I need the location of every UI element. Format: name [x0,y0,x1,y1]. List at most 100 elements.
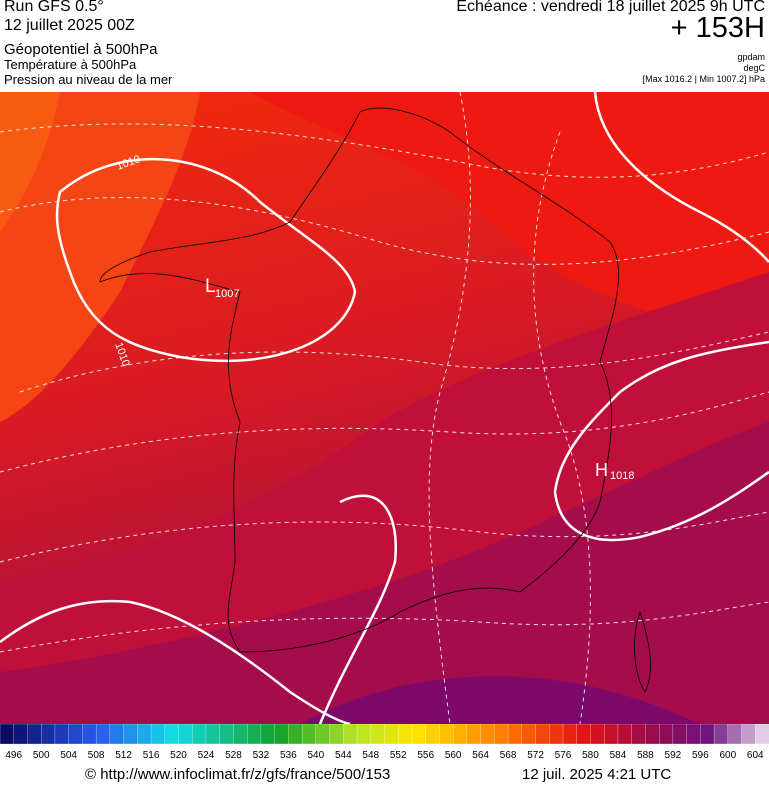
colorbar-label: 524 [198,750,215,761]
colorbar-cell [178,724,193,745]
colorbar-cell [604,724,619,745]
temp-band [0,422,769,724]
colorbar-cell [439,724,454,745]
field: Température à 500hPa [4,57,137,72]
lead-time: + 153H [670,12,765,44]
colorbar-label: 604 [747,750,764,761]
colorbar-cell [398,724,413,745]
colorbar-cell [686,724,701,745]
colorbar-cell [466,724,482,745]
colorbar-cell [137,724,152,745]
colorbar-label: 540 [307,750,324,761]
colorbar-label: 596 [692,750,709,761]
colorbar-label: 580 [582,750,599,761]
colorbar-label: 600 [719,750,736,761]
colorbar-cell [672,724,688,745]
colorbar-cell [370,724,386,745]
colorbar-label: 500 [33,750,50,761]
geopotential-contours [0,92,769,724]
colorbar-label: 544 [335,750,352,761]
run: Run GFS 0.5° [4,0,104,15]
colorbar-cell [535,724,550,745]
colorbar-cell [41,724,56,745]
colorbar-cell [0,724,15,745]
colorbar-cell [384,724,399,745]
colorbar-cell [205,724,221,745]
echeance: Echéance : vendredi 18 juillet 2025 9h U… [456,0,765,15]
colorbar-cell [150,724,166,745]
colorbar-cell [576,724,592,745]
colorbar-cell [247,724,262,745]
colorbar-cell [741,724,756,745]
colorbar-cell [219,724,235,745]
colorbar-cell [549,724,564,745]
colorbar-cell [233,724,248,745]
colorbar-cell [54,724,70,745]
colorbar-label: 496 [5,750,22,761]
colorbar-cell [343,724,358,745]
colorbar-label: 560 [445,750,462,761]
footer-time: 12 juil. 2025 4:21 UTC [522,766,672,783]
colorbar-cell [507,724,523,745]
colorbar: 496 500 504 508 512 516 520 524 528 532 536 540 544 5… [0,724,769,761]
colorbar-cell [123,724,138,745]
colorbar-cell [411,724,427,745]
colorbar-cell [480,724,496,745]
colorbar-label: 532 [253,750,270,761]
colorbar-cell [590,724,605,745]
colorbar-cell [617,724,633,745]
temp-band [300,676,700,724]
colorbar-label: 576 [555,750,572,761]
colorbar-label: 516 [143,750,160,761]
pressure-label: L [205,276,216,297]
colorbar-cell [315,724,331,745]
colorbar-label: 588 [637,750,654,761]
colorbar-label: 508 [88,750,105,761]
colorbar-cell [713,724,729,745]
colorbar-cell [700,724,715,745]
borders [99,107,651,693]
colorbar-cell [164,724,180,745]
temp-band [0,92,200,422]
colorbar-cell [521,724,537,745]
field: Géopotentiel à 500hPa [4,41,158,58]
pressure-label: 1018 [610,470,634,482]
colorbar-cell [658,724,674,745]
colorbar-cell [13,724,29,745]
colorbar-cell [727,724,743,745]
temp-band [250,92,769,352]
colorbar-label: 564 [472,750,489,761]
colorbar-cell [562,724,578,745]
colorbar-cell [755,724,769,745]
temp-band [0,92,60,232]
colorbar-label: 536 [280,750,297,761]
colorbar-label: 520 [170,750,187,761]
colorbar-label: 568 [500,750,517,761]
colorbar-cell [645,724,660,745]
colorbar-cell [356,724,372,745]
colorbar-cell [274,724,290,745]
colorbar-cell [494,724,509,745]
pressure-range: [Max 1016.2 | Min 1007.2] hPa [642,74,765,84]
pressure-label: 1007 [215,288,239,300]
colorbar-cell [192,724,207,745]
colorbar-cell [288,724,303,745]
colorbar-label: 556 [417,750,434,761]
colorbar-cell [82,724,97,745]
run-date: 12 juillet 2025 00Z [4,17,135,34]
colorbar-cell [109,724,125,745]
field: Pression au niveau de la mer [4,72,173,87]
colorbar-label: 548 [362,750,379,761]
colorbar-cell [631,724,647,745]
colorbar-label: 512 [115,750,132,761]
unit: degC [743,63,765,73]
colorbar-cell [68,724,84,745]
colorbar-cell [27,724,42,745]
colorbar-label: 592 [665,750,682,761]
colorbar-cell [453,724,468,745]
colorbar-cell [329,724,344,745]
colorbar-label: 572 [527,750,544,761]
colorbar-label: 504 [60,750,77,761]
